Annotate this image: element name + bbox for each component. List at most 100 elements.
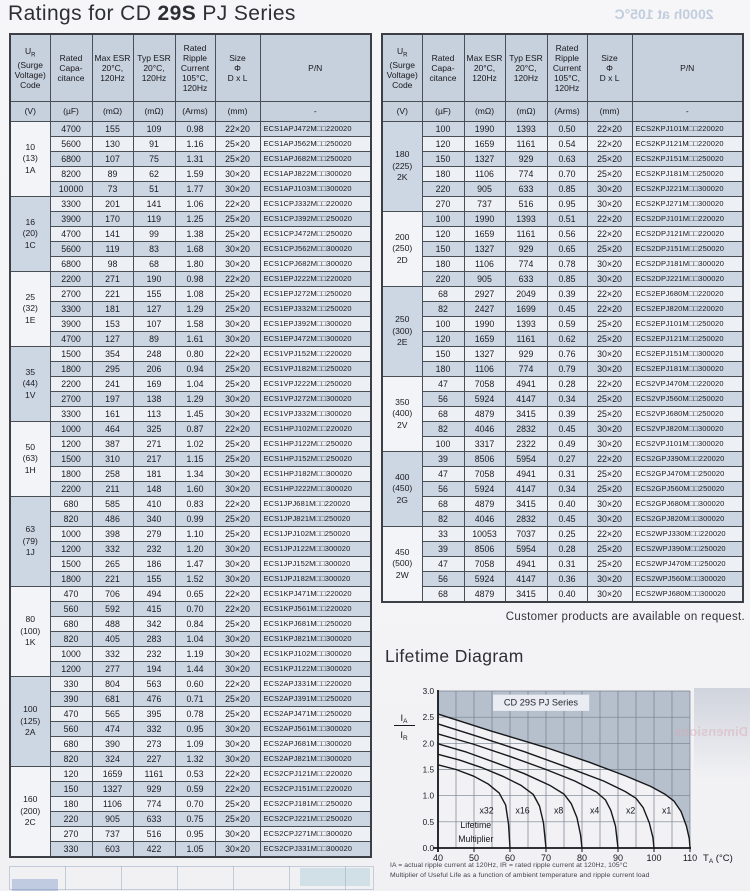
y-tick-label: 0.5 (423, 818, 435, 827)
typ-esr-cell: 283 (132, 631, 176, 647)
ripple-current-cell: 0.53 (174, 766, 216, 782)
table-row: 120 1659 1161 0.62 25×20 ECS2EPJ121M□□250020 (382, 331, 744, 347)
table-row: 820 486 340 0.99 25×20 ECS1JPJ821M□□250020 (10, 511, 372, 527)
capacitance-cell: 82 (421, 421, 465, 437)
capacitance-cell: 220 (421, 181, 465, 197)
ripple-current-cell: 1.31 (174, 151, 216, 167)
ripple-current-cell: 0.87 (174, 421, 216, 437)
capacitance-cell: 150 (49, 781, 93, 797)
ripple-current-cell: 1.34 (174, 466, 216, 482)
size-cell: 30×20 (214, 751, 261, 767)
table-row: 150 1327 929 0.59 22×20 ECS2CPJ151M□□220020 (10, 781, 372, 797)
capacitance-cell: 3300 (49, 196, 93, 212)
typ-esr-cell: 340 (132, 511, 176, 527)
part-number-cell: ECS2WPJ330M□□220020 (631, 526, 744, 542)
typ-esr-cell: 410 (132, 496, 176, 512)
max-esr-cell: 1990 (463, 121, 506, 137)
table-row: 56 5924 4147 0.36 30×20 ECS2WPJ560M□□300020 (382, 571, 744, 587)
part-number-cell: ECS2DPJ151M□□250020 (631, 241, 744, 257)
table-row: 68 4879 3415 0.39 25×20 ECS2VPJ680M□□250020 (382, 406, 744, 422)
ripple-current-cell: 0.70 (174, 796, 216, 812)
size-cell: 25×20 (586, 481, 633, 497)
max-esr-cell: 4046 (463, 421, 506, 437)
part-number-cell: ECS2EPJ820M□□220020 (631, 301, 744, 317)
max-esr-cell: 390 (91, 736, 134, 752)
size-cell: 30×20 (586, 511, 633, 527)
part-number-cell: ECS1VPJ182M□□250020 (259, 361, 372, 377)
table-row: 82 4046 2832 0.45 30×20 ECS2VPJ820M□□300020 (382, 421, 744, 437)
ripple-current-cell: 1.05 (174, 841, 216, 858)
ripple-current-cell: 0.45 (546, 301, 588, 317)
typ-esr-cell: 51 (132, 181, 176, 197)
capacitance-cell: 47 (421, 556, 465, 572)
size-cell: 25×20 (586, 466, 633, 482)
size-cell: 22×20 (214, 346, 261, 362)
max-esr-cell: 4046 (463, 511, 506, 527)
part-number-cell: ECS2VPJ680M□□250020 (631, 406, 744, 422)
size-cell: 30×20 (586, 496, 633, 512)
max-esr-cell: 241 (91, 376, 134, 392)
max-esr-cell: 1106 (463, 166, 506, 182)
capacitance-cell: 3900 (49, 211, 93, 227)
table-row: 560 592 415 0.70 22×20 ECS1KPJ561M□□220020 (10, 601, 372, 617)
capacitance-cell: 680 (49, 616, 93, 632)
ratings-table-left: UR (Surge Voltage) Code Rated Capa-citance Max… (9, 33, 372, 858)
part-number-cell: ECS2DPJ181M□□300020 (631, 256, 744, 272)
size-cell: 30×20 (214, 316, 261, 332)
table-row: 47 7058 4941 0.31 25×20 ECS2GPJ470M□□250020 (382, 466, 744, 482)
capacitance-cell: 180 (421, 166, 465, 182)
part-number-cell: ECS1CPJ562M□□300020 (259, 241, 372, 257)
table-row: 1000 332 232 1.19 30×20 ECS1KPJ102M□□300020 (10, 646, 372, 662)
typ-esr-cell: 119 (132, 211, 176, 227)
capacitance-cell: 82 (421, 301, 465, 317)
table-row: 2200 211 148 1.60 30×20 ECS1HPJ222M□□300020 (10, 481, 372, 497)
part-number-cell: ECS1HPJ152M□□250020 (259, 451, 372, 467)
unit-cell: (mm) (214, 101, 261, 122)
capacitance-cell: 1000 (49, 421, 93, 437)
capacitance-cell: 680 (49, 736, 93, 752)
ripple-current-cell: 1.61 (174, 331, 216, 347)
page-title-prefix: Ratings for CD (8, 2, 158, 25)
capacitance-cell: 150 (421, 151, 465, 167)
table-row: 120 1659 1161 0.56 22×20 ECS2DPJ121M□□220020 (382, 226, 744, 242)
capacitance-cell: 2200 (49, 481, 93, 497)
ripple-current-cell: 1.29 (174, 391, 216, 407)
column-header: Max ESR 20°C, 120Hz (91, 33, 134, 102)
table-row: 350 (400) 2V 47 7058 4941 0.28 22×20 ECS2VPJ470M… (381, 376, 744, 452)
capacitance-cell: 1800 (49, 361, 93, 377)
ripple-current-cell: 0.63 (546, 151, 588, 167)
ripple-current-cell: 1.04 (174, 376, 216, 392)
capacitance-cell: 180 (49, 796, 93, 812)
part-number-cell: ECS2WPJ470M□□250020 (631, 556, 744, 572)
unit-cell: (mm) (586, 101, 633, 122)
typ-esr-cell: 107 (132, 316, 176, 332)
size-cell: 25×20 (214, 136, 261, 152)
table-row: 470 565 395 0.78 25×20 ECS2APJ471M□□250020 (10, 706, 372, 722)
ripple-current-cell: 1.04 (174, 631, 216, 647)
max-esr-cell: 1990 (463, 211, 506, 227)
part-number-cell: ECS2DPJ221M□□300020 (631, 271, 744, 287)
capacitance-cell: 1500 (49, 346, 93, 362)
ripple-current-cell: 0.34 (546, 481, 588, 497)
ratings-table-right: UR (Surge Voltage) Code Rated Capa-citance Max… (381, 33, 744, 603)
part-number-cell: ECS2APJ331M□□220020 (259, 676, 372, 692)
size-cell: 25×20 (214, 616, 261, 632)
table-row: 3300 161 113 1.45 30×20 ECS1VPJ332M□□300020 (10, 406, 372, 422)
max-esr-cell: 73 (91, 181, 134, 197)
capacitance-cell: 1500 (49, 556, 93, 572)
part-number-cell: ECS2CPJ331M□□300020 (259, 841, 372, 858)
table-row: 4700 127 89 1.61 30×20 ECS1EPJ472M□□300020 (10, 331, 372, 347)
typ-esr-cell: 194 (132, 661, 176, 677)
max-esr-cell: 324 (91, 751, 134, 767)
capacitance-cell: 150 (421, 346, 465, 362)
size-cell: 25×20 (214, 151, 261, 167)
capacitance-cell: 220 (421, 271, 465, 287)
size-cell: 22×20 (586, 451, 633, 467)
size-cell: 30×20 (586, 271, 633, 287)
typ-esr-cell: 273 (132, 736, 176, 752)
part-number-cell: ECS2KPJ221M□□300020 (631, 181, 744, 197)
max-esr-cell: 1659 (463, 136, 506, 152)
capacitance-cell: 4700 (49, 121, 93, 137)
max-esr-cell: 7058 (463, 466, 506, 482)
unit-cell: (V) (381, 101, 423, 122)
